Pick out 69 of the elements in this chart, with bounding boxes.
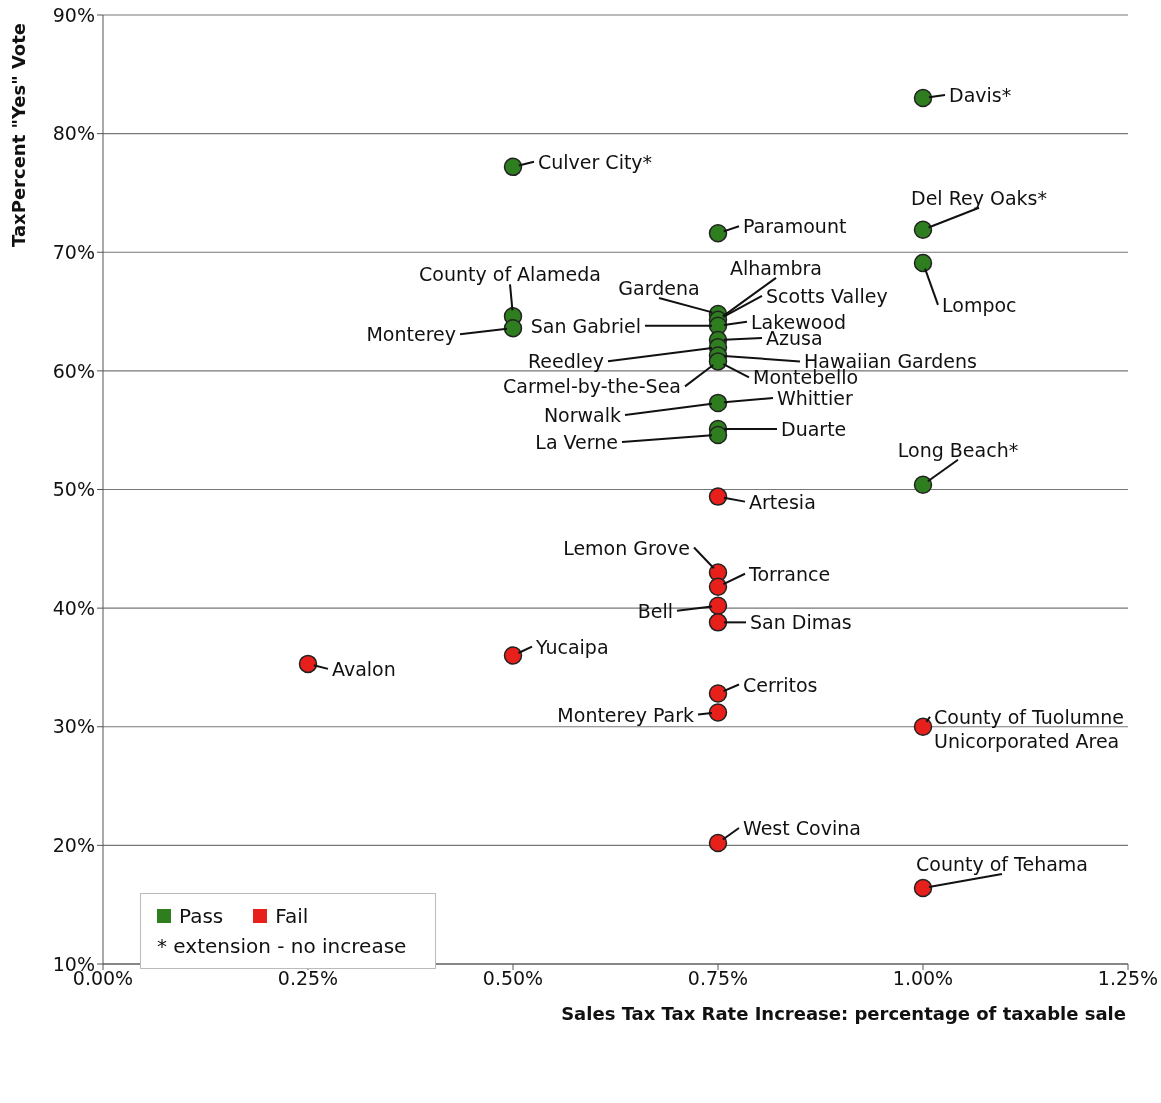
y-tick-label: 70% [52, 240, 95, 263]
annotation: San Gabriel [530, 314, 641, 337]
annotation: Carmel-by-the-Sea [503, 375, 681, 398]
legend-label: Pass [178, 904, 224, 928]
y-tick-label: 30% [52, 715, 95, 738]
annotation: * extension - no increase [157, 934, 408, 958]
point [708, 684, 728, 703]
annotation: Long Beach* [897, 438, 1019, 461]
annotation: Lemon Grove [563, 536, 690, 559]
x-axis-title: Sales Tax Tax Rate Increase: percentage of taxable sale [561, 1003, 1126, 1024]
annotation: County of Tehama [916, 853, 1088, 876]
annotation: Del Rey Oaks* [911, 186, 1047, 209]
y-axis-title: TaxPercent "Yes" Vote [7, 22, 29, 248]
annotation: Monterey [366, 323, 456, 346]
annotation: Artesia [749, 490, 816, 513]
point [503, 646, 523, 665]
annotation: Torrance [748, 562, 831, 585]
annotation: Whittier [777, 386, 853, 409]
point [708, 352, 728, 371]
annotation: Paramount [743, 215, 847, 238]
annotation: Lompoc [942, 293, 1017, 316]
y-tick-label: 20% [52, 834, 95, 857]
point [708, 596, 728, 615]
point [913, 220, 933, 239]
x-tick-label: 0.75% [687, 967, 749, 990]
point [913, 475, 933, 495]
point [708, 833, 728, 853]
annotation: Scotts Valley [766, 284, 888, 307]
point [298, 654, 318, 674]
x-tick-label: 1.25% [1097, 967, 1159, 990]
y-tick-label: 40% [52, 596, 95, 619]
annotation: Reedley [528, 350, 604, 373]
x-tick-label: 0.25% [277, 967, 339, 990]
x-tick-label: 0.50% [482, 967, 544, 990]
point [708, 703, 728, 722]
annotation: Norwalk [543, 403, 621, 426]
annotation: Bell [637, 599, 673, 622]
y-tick-label: 80% [52, 122, 95, 145]
annotation: Alhambra [730, 256, 822, 279]
annotation: County of Alameda [419, 263, 601, 286]
point [503, 157, 523, 177]
point [708, 393, 728, 413]
annotation: Cerritos [743, 673, 818, 696]
legend-label: Fail [274, 904, 309, 928]
point [503, 318, 523, 338]
y-tick-label: 60% [52, 359, 95, 382]
annotation: Avalon [332, 657, 396, 680]
annotation: Duarte [781, 418, 847, 440]
point [708, 487, 728, 506]
annotation: Yucaipa [535, 635, 609, 658]
point [913, 878, 933, 898]
annotation: Gardena [618, 276, 700, 299]
y-tick-label: 50% [52, 478, 95, 501]
annotation: La Verne [535, 430, 618, 453]
point [913, 717, 933, 736]
annotation: West Covina [743, 817, 861, 839]
x-tick-label: 1.00% [892, 967, 954, 990]
annotation: Davis* [949, 84, 1012, 107]
y-tick-label: 90% [52, 3, 95, 26]
point [708, 613, 728, 632]
point [913, 88, 933, 108]
annotation: Culver City* [538, 150, 653, 173]
annotation: County of Tuolumne Unicorporated Area [934, 705, 1125, 752]
annotation: San Dimas [750, 611, 852, 634]
annotation: Monterey Park [557, 703, 694, 726]
point [708, 224, 728, 243]
point [913, 253, 933, 273]
point [708, 577, 728, 597]
point [708, 425, 728, 445]
